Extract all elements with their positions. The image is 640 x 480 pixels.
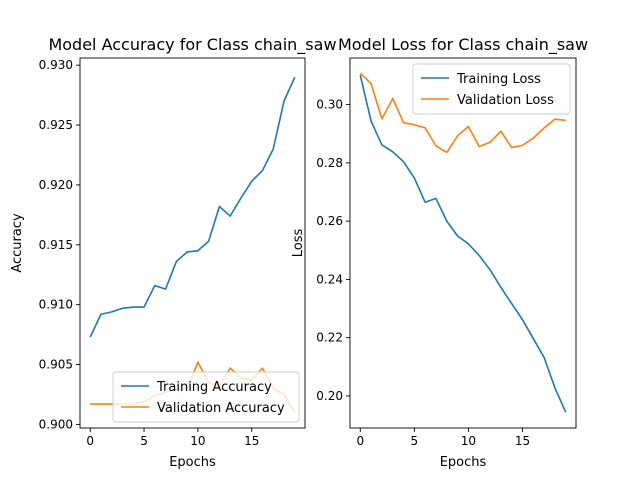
chart-title: Model Loss for Class chain_saw	[338, 35, 588, 55]
x-tick-label: 10	[190, 434, 205, 448]
legend-box	[112, 371, 300, 423]
legend-label: Validation Accuracy	[157, 401, 285, 416]
y-tick-label: 0.910	[39, 298, 73, 312]
legend: Training Loss Validation Loss	[412, 63, 571, 115]
y-tick-label: 0.20	[316, 389, 343, 403]
series-line-validation-loss	[359, 72, 566, 154]
subplot-1: Model Accuracy for Class chain_saw 0 5 10 15…	[10, 35, 337, 470]
x-tick-label: 5	[140, 434, 148, 448]
x-tick-label: 0	[86, 434, 94, 448]
y-tick-label: 0.28	[316, 156, 343, 170]
x-tick-label: 5	[411, 434, 419, 448]
y-tick-label: 0.22	[316, 331, 343, 345]
series-line-training-accuracy	[89, 76, 296, 338]
axes-frame	[349, 57, 577, 429]
legend: Training Accuracy Validation Accuracy	[112, 371, 300, 423]
y-tick-label: 0.900	[39, 417, 73, 431]
legend-label: Validation Loss	[457, 93, 554, 108]
y-axis-label: Loss	[291, 229, 306, 258]
chart-title: Model Accuracy for Class chain_saw	[48, 35, 336, 55]
subplot-2: Model Loss for Class chain_saw 0 5 10 15 0.20…	[291, 35, 588, 470]
y-tick-label: 0.915	[39, 238, 73, 252]
x-axis-label: Epochs	[440, 455, 487, 470]
legend-label: Training Loss	[456, 72, 541, 87]
y-tick-label: 0.24	[316, 272, 343, 286]
x-tick-label: 0	[356, 434, 364, 448]
axes-frame	[79, 57, 306, 429]
y-tick-label: 0.905	[39, 358, 73, 372]
legend-box	[412, 63, 571, 115]
x-axis-label: Epochs	[169, 455, 216, 470]
y-tick-label: 0.920	[39, 178, 73, 192]
y-tick-label: 0.30	[316, 98, 343, 112]
y-tick-label: 0.26	[316, 214, 343, 228]
y-tick-label: 0.930	[39, 58, 73, 72]
x-tick-label: 10	[461, 434, 476, 448]
y-tick-label: 0.925	[39, 118, 73, 132]
legend-label: Training Accuracy	[156, 380, 272, 395]
x-tick-label: 15	[515, 434, 530, 448]
series-line-training-loss	[359, 75, 567, 413]
x-tick-label: 15	[244, 434, 259, 448]
y-axis-label: Accuracy	[10, 213, 25, 273]
